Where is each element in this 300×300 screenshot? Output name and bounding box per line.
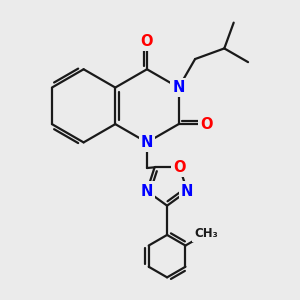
Text: O: O	[141, 34, 153, 49]
Text: N: N	[181, 184, 194, 199]
Text: O: O	[200, 117, 212, 132]
Text: CH₃: CH₃	[194, 227, 218, 240]
Text: N: N	[141, 184, 153, 199]
Text: N: N	[172, 80, 185, 95]
Text: N: N	[141, 135, 153, 150]
Text: O: O	[173, 160, 186, 175]
